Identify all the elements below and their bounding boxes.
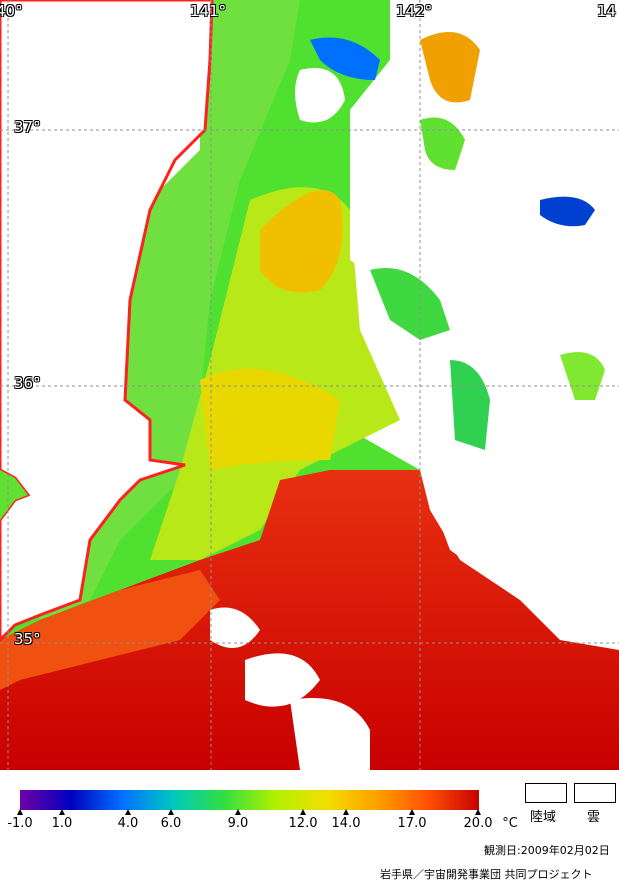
temperature-colorbar bbox=[20, 790, 479, 810]
longitude-label-141: 141° bbox=[190, 2, 227, 20]
tick-label-14: 14.0 bbox=[331, 816, 361, 831]
sea-patch-east-2 bbox=[420, 117, 465, 170]
cloud-blob-south-2 bbox=[245, 653, 320, 707]
sea-yellow-band bbox=[200, 368, 340, 470]
longitude-label-143: 14 bbox=[597, 2, 617, 20]
sea-patch-offshore bbox=[540, 196, 595, 227]
cloud-mask-east bbox=[350, 0, 619, 650]
tick-label-neg1: -1.0 bbox=[7, 816, 33, 831]
credit-text: 岩手県／宇宙開発事業団 共同プロジェクト bbox=[380, 868, 593, 881]
sea-warm-eddy bbox=[260, 190, 343, 293]
latitude-label-37: 37° bbox=[14, 118, 41, 136]
observation-date: 観測日:2009年02月02日 bbox=[484, 844, 610, 857]
cloud-blob-south-3 bbox=[290, 698, 370, 770]
longitude-label-142: 142° bbox=[396, 2, 433, 20]
colorbar-tick-2 bbox=[125, 809, 131, 815]
sea-patch-east-3 bbox=[370, 268, 450, 340]
colorbar-tick-1 bbox=[59, 809, 65, 815]
colorbar-tick-8 bbox=[475, 809, 481, 815]
cloud-legend-label: 雲 bbox=[587, 810, 601, 825]
latitude-label-36: 36° bbox=[14, 374, 41, 392]
land-legend-label: 陸域 bbox=[530, 810, 557, 825]
graticule bbox=[0, 0, 619, 770]
sea-patch-offshore-2 bbox=[560, 352, 605, 400]
tick-label-1: 1.0 bbox=[51, 816, 73, 831]
tick-label-20: 20.0 bbox=[463, 816, 493, 831]
sea-orange-band bbox=[0, 570, 220, 690]
cloud-legend-swatch bbox=[574, 783, 616, 803]
tick-label-9: 9.0 bbox=[227, 816, 249, 831]
land-legend-swatch bbox=[525, 783, 567, 803]
latitude-label-35: 35° bbox=[14, 630, 41, 648]
tick-label-6: 6.0 bbox=[160, 816, 182, 831]
tick-label-17: 17.0 bbox=[397, 816, 427, 831]
colorbar-tick-7 bbox=[409, 809, 415, 815]
sea-patch-east-4 bbox=[450, 360, 490, 450]
cloud-blob-north bbox=[295, 68, 345, 123]
colorbar-tick-6 bbox=[343, 809, 349, 815]
cloud-blob-south-1 bbox=[210, 607, 260, 648]
colorbar-tick-marks bbox=[17, 809, 481, 815]
colorbar-tick-0 bbox=[17, 809, 23, 815]
colorbar-tick-3 bbox=[168, 809, 174, 815]
land-patch-green bbox=[0, 470, 28, 520]
tick-label-12: 12.0 bbox=[288, 816, 318, 831]
longitude-label-140: 40° bbox=[0, 2, 23, 20]
colorbar-tick-5 bbox=[300, 809, 306, 815]
sea-patch-east-1 bbox=[420, 32, 480, 103]
colorbar-tick-4 bbox=[235, 809, 241, 815]
tick-label-4: 4.0 bbox=[117, 816, 139, 831]
sst-map bbox=[0, 0, 619, 770]
sea-patch-blue bbox=[310, 37, 380, 80]
sea-warm-region bbox=[0, 470, 619, 770]
colorbar-unit: °C bbox=[502, 816, 518, 831]
